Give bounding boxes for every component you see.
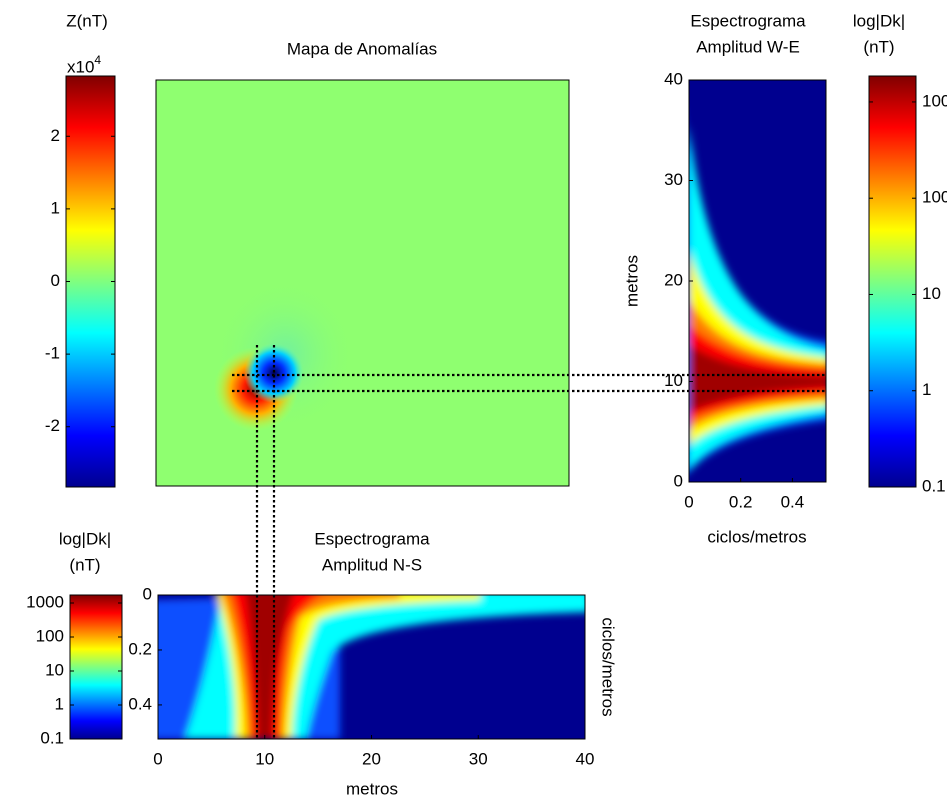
chart-title: Espectrograma — [314, 529, 430, 548]
x-tick-label: 0.4 — [781, 492, 805, 511]
tick-label: 10 — [922, 284, 941, 303]
axes-frame — [155, 79, 570, 487]
y-axis-label: metros — [622, 255, 641, 307]
tick-label: 1 — [55, 694, 64, 713]
y-tick-label: 40 — [664, 69, 683, 88]
scale-label: x104 — [67, 53, 101, 76]
x-axis-label: metros — [346, 779, 398, 798]
y-tick-label: 0.4 — [128, 694, 152, 713]
chart-title: log|Dk| — [59, 529, 111, 548]
colorbar — [69, 594, 123, 740]
tick-label: -1 — [45, 344, 60, 363]
x-axis-label: ciclos/metros — [707, 527, 806, 546]
tick-label: 100 — [922, 188, 947, 207]
tick-label: 1 — [51, 198, 60, 217]
tick-label: 0 — [51, 271, 60, 290]
scale-exponent: 4 — [94, 53, 101, 67]
y-tick-label: 0 — [674, 471, 683, 490]
tick-label: 1 — [922, 380, 931, 399]
chart-title: Amplitud W-E — [696, 37, 800, 56]
chart-title: log|Dk| — [853, 11, 905, 30]
x-tick-label: 0 — [153, 749, 162, 768]
y-axis-label: ciclos/metros — [599, 617, 618, 716]
spectrogram-ns-image — [158, 595, 585, 739]
tick-label: 10 — [45, 660, 64, 679]
chart-title: Amplitud N-S — [322, 555, 422, 574]
x-tick-label: 20 — [362, 749, 381, 768]
chart-title: (nT) — [863, 37, 894, 56]
tick-label: 0.1 — [922, 476, 946, 495]
anomaly-image — [156, 80, 569, 486]
x-tick-label: 0 — [684, 492, 693, 511]
x-tick-label: 0.2 — [729, 492, 753, 511]
y-tick-label: 20 — [664, 270, 683, 289]
x-tick-label: 40 — [576, 749, 595, 768]
tick-label: 100 — [36, 626, 64, 645]
y-tick-label: 0 — [143, 584, 152, 603]
chart-title: Espectrograma — [690, 11, 806, 30]
chart-title: (nT) — [69, 555, 100, 574]
tick-label: 1000 — [26, 592, 64, 611]
y-tick-label: 10 — [664, 371, 683, 390]
chart-title: Z(nT) — [66, 11, 108, 30]
tick-label: -2 — [45, 416, 60, 435]
spectrogram-we-image — [689, 80, 826, 482]
y-tick-label: 0.2 — [128, 639, 152, 658]
colorbar — [868, 75, 917, 488]
y-tick-label: 30 — [664, 170, 683, 189]
x-tick-label: 30 — [469, 749, 488, 768]
tick-label: 1000 — [922, 91, 947, 110]
tick-label: 0.1 — [40, 728, 64, 747]
tick-label: 2 — [51, 126, 60, 145]
x-tick-label: 10 — [255, 749, 274, 768]
chart-title: Mapa de Anomalías — [287, 39, 437, 58]
colorbar — [65, 75, 116, 488]
guide-lines — [232, 345, 826, 739]
